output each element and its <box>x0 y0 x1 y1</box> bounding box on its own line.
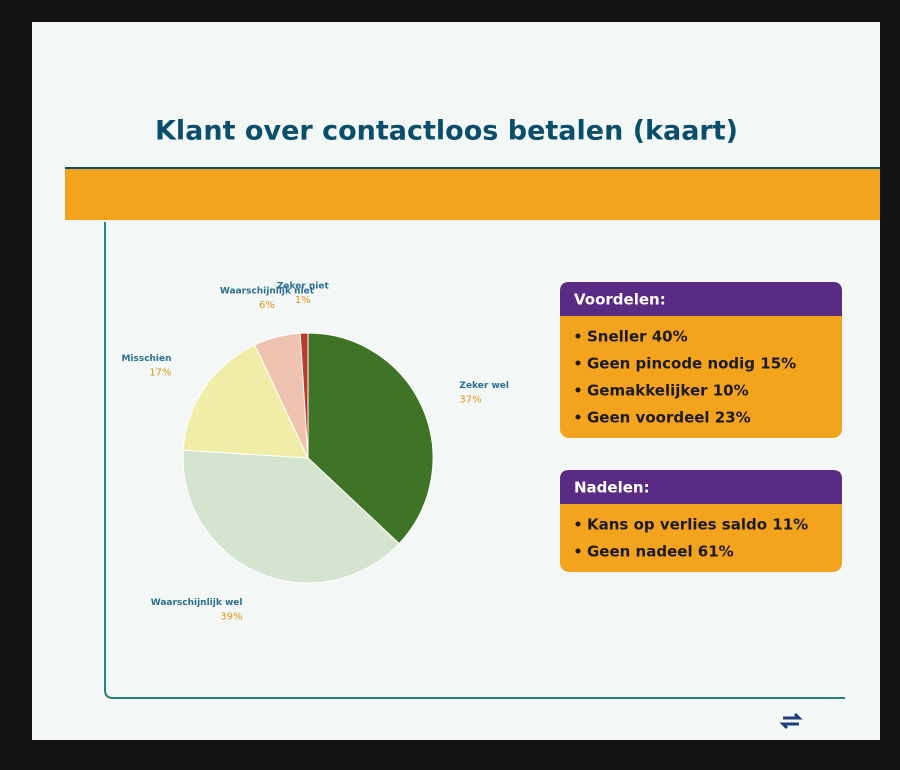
orange-band <box>65 168 880 220</box>
bullet <box>575 387 581 393</box>
pie-slice <box>182 344 309 459</box>
panels: Voordelen: Sneller 40% Geen pincode nodig … <box>560 282 842 572</box>
panel: Nadelen: Kans op verlies saldo 11% Geen na… <box>560 470 842 572</box>
bullet <box>575 548 581 554</box>
pie-slice <box>182 449 400 584</box>
panel-item: Geen voordeel 23% <box>587 409 751 427</box>
slice-value-label: 37% <box>459 394 481 405</box>
panel-title: Voordelen: <box>574 291 666 309</box>
slice-label: Zeker wel <box>459 381 509 391</box>
slice-value-label: 1% <box>295 295 311 306</box>
logo-arrows <box>779 712 803 730</box>
pie-slice <box>299 332 309 459</box>
bullet <box>575 521 581 527</box>
panel-item: Geen nadeel 61% <box>587 543 734 561</box>
bullet <box>575 414 581 420</box>
pie-slice <box>307 332 434 545</box>
slice-value-label: 17% <box>149 367 171 378</box>
slide-title: Klant over contactloos betalen (kaart) <box>155 116 738 147</box>
bullet <box>575 333 581 339</box>
content-frame <box>104 222 845 699</box>
panel-item: Kans op verlies saldo 11% <box>587 516 808 534</box>
slice-label: Misschien <box>121 354 171 364</box>
slice-label: Zeker niet <box>277 282 330 292</box>
panel-item: Geen pincode nodig 15% <box>587 355 796 373</box>
slice-label: Waarschijnlijk wel <box>151 598 243 608</box>
bullet <box>575 360 581 366</box>
panel-header <box>560 282 842 316</box>
panel-item: Gemakkelijker 10% <box>587 382 749 400</box>
slice-label: Waarschijnlijk niet <box>220 287 315 297</box>
panel: Voordelen: Sneller 40% Geen pincode nodig … <box>560 282 842 438</box>
panel-title: Nadelen: <box>574 479 650 497</box>
slice-value-label: 39% <box>220 611 242 622</box>
panel-item: Sneller 40% <box>587 328 688 346</box>
slice-value-label: 6% <box>259 300 275 311</box>
panel-header <box>560 470 842 504</box>
panel-body <box>560 282 842 438</box>
logo <box>779 712 803 730</box>
pie-chart: Zeker wel 37% Waarschijnlijk wel 39% Misschi… <box>121 282 509 623</box>
